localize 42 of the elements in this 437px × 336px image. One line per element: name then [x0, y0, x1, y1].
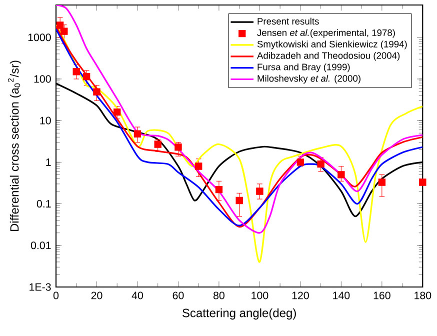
point [56, 22, 64, 29]
point [154, 140, 162, 148]
point [82, 73, 90, 80]
y-tick-label: 100 [34, 75, 51, 83]
point [296, 158, 304, 166]
point [256, 188, 264, 195]
y-axis-title: Differential cross section (a$_{0}$$^{2}$/sr) [8, 60, 22, 232]
y-tick-label: 1 [46, 158, 51, 166]
x-tick-label: 180 [414, 292, 432, 300]
x-axis-title: Scattering angle(deg) [182, 308, 296, 320]
point [72, 68, 80, 76]
legend-label: Present results [258, 18, 319, 25]
point [215, 186, 223, 194]
point [194, 162, 202, 170]
x-tick-label: 20 [91, 292, 102, 300]
x-tick-label: 120 [292, 292, 309, 300]
point [338, 171, 345, 178]
point [93, 88, 100, 96]
x-tick-label: 140 [333, 292, 350, 300]
x-tick-label: 40 [132, 292, 143, 300]
point [60, 28, 68, 35]
point [419, 178, 426, 186]
point [317, 160, 324, 168]
point [236, 196, 243, 204]
point [134, 130, 142, 138]
y-tick-label: 0.01 [30, 242, 51, 250]
x-tick-label: 80 [213, 292, 224, 300]
x-tick-label: 160 [374, 292, 390, 300]
legend-label: Miloshevsky et al. (2000) [258, 74, 360, 84]
y-tick-label: 10 [40, 116, 51, 124]
legend-label: Smytkowiski and Sienkiewicz (1994) [257, 40, 407, 50]
legend-label: Adibzadeh and Theodosiou (2004) [256, 52, 400, 61]
y-tick-label: 1000 [28, 34, 51, 42]
y-tick-label: 0.1 [36, 200, 51, 208]
legend-label: Fursa and Bray (1999) [258, 63, 350, 72]
point [114, 108, 121, 116]
x-tick-label: 100 [252, 292, 268, 300]
y-tick-label: 1E-3 [30, 283, 51, 291]
legend-label: Jensen et al.(experimental, 1978) [257, 29, 395, 38]
point [378, 178, 386, 186]
x-tick-label: 60 [172, 292, 184, 300]
x-tick-label: 0 [53, 292, 59, 300]
